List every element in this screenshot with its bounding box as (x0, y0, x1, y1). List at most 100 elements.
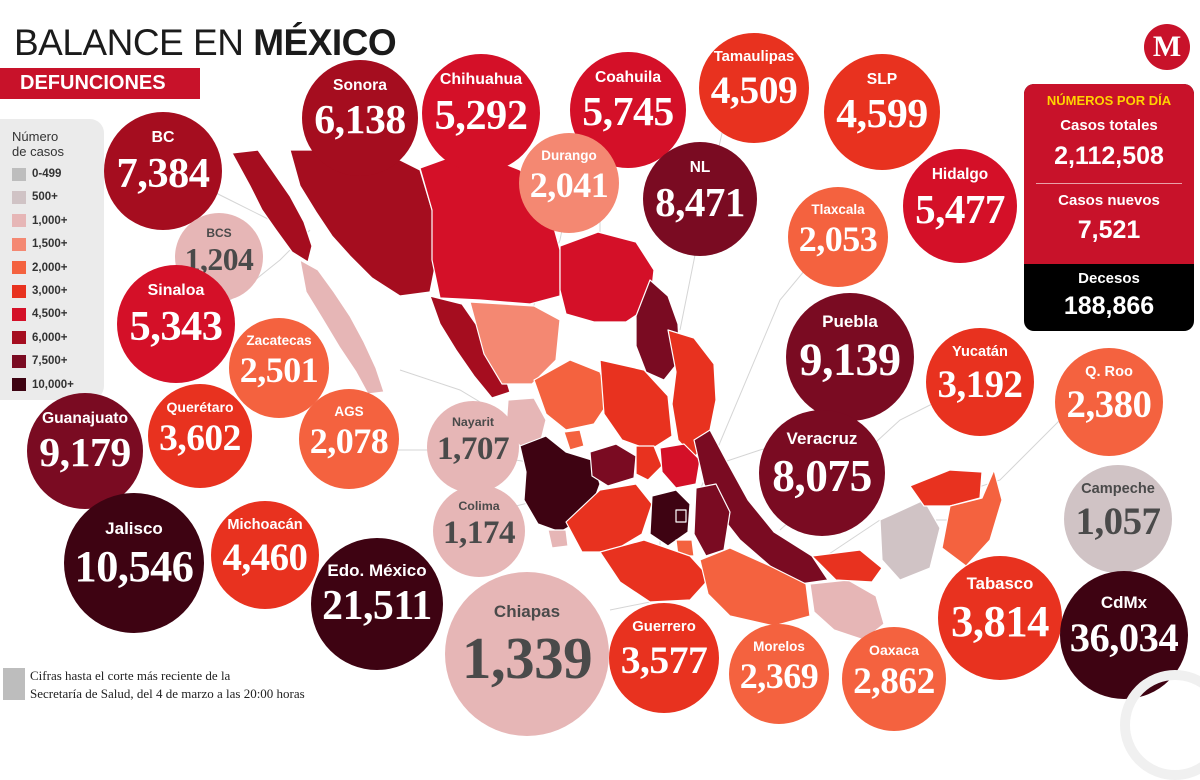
state-name: Tabasco (966, 574, 1034, 594)
legend-label: 1,000+ (32, 214, 68, 227)
state-bubble: Zacatecas 2,501 (229, 318, 329, 418)
legend-swatch (12, 167, 26, 181)
state-shape-campeche (879, 499, 941, 581)
legend-label: 6,000+ (32, 331, 68, 344)
state-name: Nayarit (451, 414, 495, 429)
state-deaths-value: 3,192 (937, 362, 1023, 406)
source-note: Cifras hasta el corte más reciente de la… (30, 668, 305, 701)
state-deaths-value: 9,139 (799, 334, 901, 386)
state-name: Q. Roo (1085, 363, 1133, 380)
note-marker (3, 668, 25, 700)
state-deaths-value: 5,477 (915, 185, 1005, 232)
legend-item: 2,000+ (12, 259, 68, 277)
legend-item: 7,500+ (12, 352, 68, 370)
legend-item: 1,000+ (12, 212, 68, 230)
legend-swatch (12, 331, 26, 345)
state-deaths-value: 10,546 (74, 541, 194, 592)
state-name: Michoacán (227, 516, 303, 533)
state-deaths-value: 3,602 (159, 418, 241, 460)
state-deaths-value: 2,369 (739, 655, 819, 696)
state-bubble: Oaxaca 2,862 (842, 627, 946, 731)
state-bubble: Durango 2,041 (519, 133, 619, 233)
state-name: Jalisco (105, 519, 163, 539)
state-bubble: Tamaulipas 4,509 (699, 33, 809, 143)
page-title: BALANCE EN MÉXICO (14, 22, 397, 63)
state-name: Zacatecas (246, 332, 312, 348)
state-deaths-value: 5,745 (582, 89, 674, 136)
state-deaths-value: 2,078 (309, 420, 389, 461)
legend-item: 4,500+ (12, 305, 68, 323)
state-bubble: Michoacán 4,460 (211, 501, 319, 609)
state-bubble: Colima 1,174 (433, 485, 525, 577)
state-bubble: Morelos 2,369 (729, 624, 829, 724)
state-deaths-value: 6,138 (314, 97, 406, 144)
state-shape-bc (231, 149, 313, 263)
state-bubble: BC 7,384 (104, 112, 222, 230)
total-cases-label: Casos totales (1060, 117, 1158, 134)
state-shape-zacatecas (533, 359, 611, 431)
state-deaths-value: 8,471 (655, 178, 745, 225)
legend-swatch (12, 307, 26, 321)
legend-label: 500+ (32, 191, 58, 204)
legend-label: 0-499 (32, 168, 62, 180)
state-deaths-value: 3,814 (951, 595, 1049, 646)
state-name: Chihuahua (439, 71, 523, 89)
state-deaths-value: 36,034 (1069, 614, 1179, 660)
state-bubble: AGS 2,078 (299, 389, 399, 489)
state-bubble: Chiapas 1,339 (445, 572, 609, 736)
state-shape-qroo (941, 469, 1003, 567)
state-bubble: Tlaxcala 2,053 (788, 187, 888, 287)
state-shape-hidalgo (659, 443, 701, 489)
state-shape-guerrero (599, 539, 711, 603)
state-deaths-value: 1,707 (437, 430, 510, 468)
map-legend: Número de casos 0-499 500+ 1,000+ 1,500+ 2,00… (0, 119, 104, 400)
state-name: Edo. México (327, 561, 427, 581)
legend-label: 7,500+ (32, 355, 68, 368)
state-bubble: Chihuahua 5,292 (422, 54, 540, 172)
state-name: Guerrero (632, 619, 696, 636)
page-subtitle: DEFUNCIONES (0, 68, 200, 99)
state-bubble: Hidalgo 5,477 (903, 149, 1017, 263)
state-deaths-value: 7,384 (116, 149, 210, 197)
legend-label: 10,000+ (32, 378, 74, 391)
state-shape-morelos (675, 539, 695, 557)
legend-item: 6,000+ (12, 329, 68, 347)
state-name: Veracruz (786, 428, 858, 448)
state-name: SLP (866, 71, 898, 89)
state-shape-durango (469, 301, 561, 385)
state-bubble: Yucatán 3,192 (926, 328, 1034, 436)
state-shape-nl (635, 279, 681, 381)
state-shape-edomex (649, 489, 691, 547)
legend-label: 4,500+ (32, 308, 68, 321)
legend-item: 500+ (12, 188, 58, 206)
new-cases-value: 7,521 (1077, 216, 1141, 244)
state-name: Oaxaca (869, 642, 919, 659)
state-deaths-value: 2,862 (853, 661, 935, 703)
state-deaths-value: 4,599 (836, 91, 928, 138)
stats-divider (1036, 183, 1182, 184)
legend-label: 3,000+ (32, 285, 68, 297)
state-name: Querétaro (166, 399, 234, 416)
state-shape-slp (599, 359, 673, 451)
state-bubble: SLP 4,599 (824, 54, 940, 170)
state-bubble: Q. Roo 2,380 (1055, 348, 1163, 456)
state-bubble: Jalisco 10,546 (64, 493, 204, 633)
state-bubble: Veracruz 8,075 (759, 410, 885, 536)
state-deaths-value: 8,075 (772, 450, 872, 501)
state-bubble: Querétaro 3,602 (148, 384, 252, 488)
state-name: Yucatán (952, 343, 1008, 360)
state-deaths-value: 9,179 (39, 430, 131, 477)
legend-swatch (12, 378, 26, 392)
state-deaths-value: 3,577 (620, 638, 708, 683)
total-cases-value: 2,112,508 (1054, 142, 1164, 170)
legend-item: 1,500+ (12, 235, 68, 253)
state-shape-michoacan (565, 483, 653, 553)
legend-swatch (12, 354, 26, 368)
state-name: Tlaxcala (811, 201, 865, 217)
state-deaths-value: 1,174 (443, 514, 516, 552)
daily-numbers-panel: NÚMEROS POR DÍA Casos totales 2,112,508 … (1024, 84, 1194, 331)
legend-swatch (12, 237, 26, 251)
state-shape-oaxaca (699, 547, 811, 627)
milenio-logo: M (1144, 24, 1190, 70)
state-bubble: Tabasco 3,814 (938, 556, 1062, 680)
